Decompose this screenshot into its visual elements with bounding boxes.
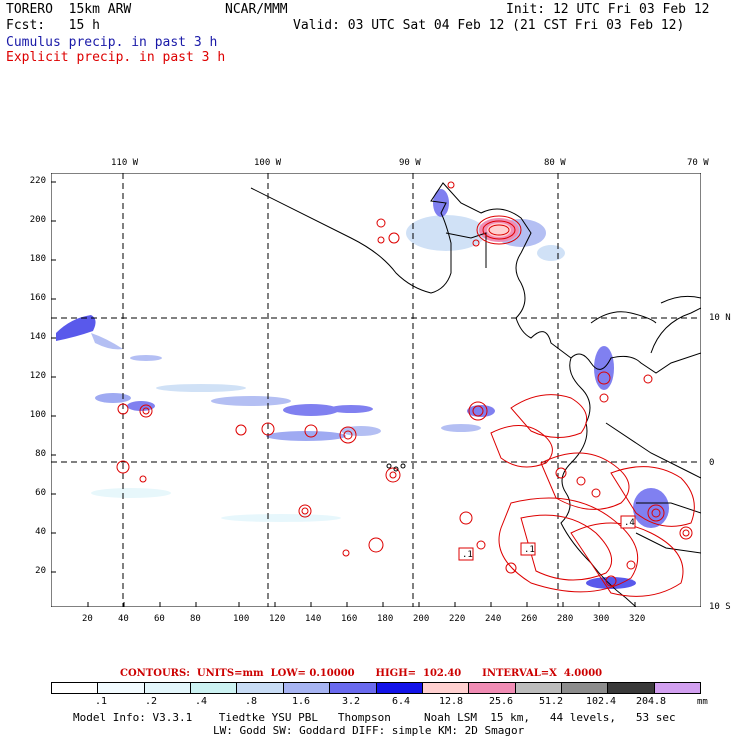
x-tick-label: 240 — [485, 614, 502, 624]
color-scale-segment — [330, 683, 377, 693]
x-tick-label: 200 — [413, 614, 430, 624]
color-scale-segment — [561, 683, 609, 693]
y-tick-label: 180 — [29, 254, 46, 264]
y-tick-label: 60 — [35, 488, 46, 498]
y-tick-label: 100 — [29, 410, 46, 420]
color-scale-units: mm — [697, 697, 708, 707]
y-tick-label: 160 — [29, 293, 46, 303]
model-title: TORERO 15km ARW — [6, 2, 132, 17]
color-scale-label: 6.4 — [391, 696, 411, 707]
valid-time: Valid: 03 UTC Sat 04 Feb 12 (21 CST Fri … — [293, 18, 685, 33]
lat-lon-grid — [51, 173, 701, 607]
lon-label-80w: 80 W — [544, 158, 566, 168]
color-scale-label: .4 — [194, 696, 208, 707]
x-tick-label: 80 — [190, 614, 201, 624]
color-scale-label: 3.2 — [341, 696, 361, 707]
contour-label-text: .1 — [462, 550, 473, 560]
color-scale-segment — [283, 683, 331, 693]
x-tick-label: 260 — [521, 614, 538, 624]
explicit-precip-contours — [116, 181, 695, 597]
y-tick-label: 140 — [29, 332, 46, 342]
color-scale-segment — [422, 683, 470, 693]
lon-label-100w: 100 W — [254, 158, 282, 168]
x-tick-label: 220 — [449, 614, 466, 624]
color-scale-label: 25.6 — [488, 696, 514, 707]
x-tick-label: 60 — [154, 614, 165, 624]
x-tick-label: 120 — [269, 614, 286, 624]
x-tick-label: 160 — [341, 614, 358, 624]
color-scale-label: .1 — [94, 696, 108, 707]
color-scale-label: 12.8 — [438, 696, 464, 707]
contour-label-boxes — [458, 515, 636, 561]
axis-ticks — [51, 181, 636, 607]
y-tick-label: 80 — [35, 449, 46, 459]
precipitation-map: .1 .1 .4 — [51, 173, 701, 607]
x-tick-label: 140 — [305, 614, 322, 624]
color-scale-bar — [51, 682, 701, 694]
color-scale-segment — [237, 683, 284, 693]
x-tick-label: 320 — [629, 614, 646, 624]
color-scale-segment — [376, 683, 423, 693]
y-tick-label: 200 — [29, 215, 46, 225]
color-scale-label: 204.8 — [635, 696, 667, 707]
explicit-precip-core — [479, 218, 519, 242]
color-scale-segment — [52, 683, 99, 693]
y-tick-label: 40 — [35, 527, 46, 537]
organization-label: NCAR/MMM — [225, 2, 288, 17]
cumulus-legend-text: Cumulus precip. in past 3 h — [6, 35, 218, 50]
model-info-line1: Model Info: V3.3.1 Tiedtke YSU PBL Thomp… — [73, 711, 676, 724]
lon-label-70w: 70 W — [687, 158, 709, 168]
lat-label-10s: 10 S — [709, 602, 731, 612]
color-scale-segment — [98, 683, 145, 693]
lat-label-10n: 10 N — [709, 313, 731, 323]
contours-info: CONTOURS: UNITS=mm LOW= 0.10000 HIGH= 10… — [120, 668, 603, 679]
lon-label-110w: 110 W — [111, 158, 139, 168]
init-time: Init: 12 UTC Fri 03 Feb 12 — [506, 2, 710, 17]
color-scale-segment — [191, 683, 238, 693]
x-tick-label: 100 — [233, 614, 250, 624]
galapagos-islands — [386, 463, 406, 472]
color-scale-segment — [515, 683, 562, 693]
color-scale-segment — [608, 683, 655, 693]
lon-label-90w: 90 W — [399, 158, 421, 168]
lat-label-0: 0 — [709, 458, 715, 468]
color-scale-label: 1.6 — [291, 696, 311, 707]
color-scale-label: 51.2 — [538, 696, 564, 707]
color-scale-label: 102.4 — [585, 696, 617, 707]
y-tick-label: 220 — [29, 176, 46, 186]
x-tick-label: 300 — [593, 614, 610, 624]
explicit-legend-text: Explicit precip. in past 3 h — [6, 50, 226, 65]
x-tick-label: 280 — [557, 614, 574, 624]
color-scale-segment — [469, 683, 516, 693]
color-scale-label: .8 — [244, 696, 258, 707]
x-tick-label: 40 — [118, 614, 129, 624]
color-scale-label: .2 — [144, 696, 158, 707]
x-tick-label: 20 — [82, 614, 93, 624]
map-frame — [51, 173, 701, 607]
contour-label-text: .1 — [524, 545, 535, 555]
y-tick-label: 120 — [29, 371, 46, 381]
y-tick-label: 20 — [35, 566, 46, 576]
color-scale-segment — [654, 683, 701, 693]
contour-label-text: .4 — [624, 518, 635, 528]
color-scale-segment — [144, 683, 192, 693]
contour-label-texts: .1 .1 .4 — [462, 518, 635, 560]
model-info-line2: LW: Godd SW: Goddard DIFF: simple KM: 2D… — [213, 724, 525, 737]
forecast-hour: Fcst: 15 h — [6, 18, 100, 33]
x-tick-label: 180 — [377, 614, 394, 624]
